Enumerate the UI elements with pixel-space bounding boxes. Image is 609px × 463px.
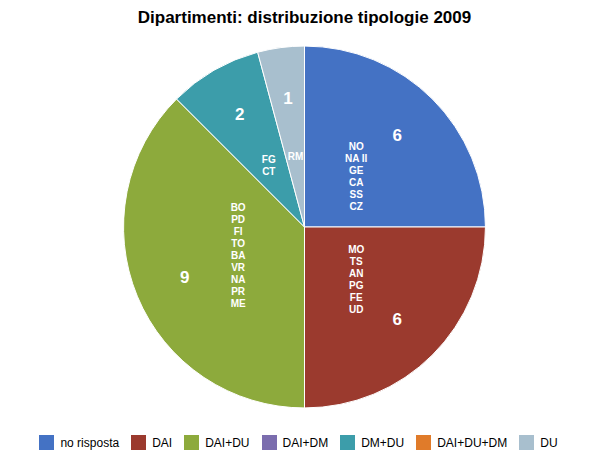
svg-text:BOPDFITOBAVRNAPRME: BOPDFITOBAVRNAPRME: [231, 202, 246, 309]
html-text:DAI+DU: DAI+DU: [205, 435, 250, 450]
html-text:DAI: DAI: [152, 435, 173, 450]
html-text:no risposta: no risposta: [60, 435, 120, 450]
svg-text:9: 9: [180, 268, 189, 287]
svg-text:FGCT: FGCT: [262, 154, 276, 177]
html-text:Dipartimenti: distribuzione ti: Dipartimenti: distribuzione tipologie 20…: [137, 8, 472, 27]
html-text:DM+DU: DM+DU: [361, 435, 405, 450]
svg-text:RM: RM: [288, 151, 304, 162]
html-text:DAI+DU+DM: DAI+DU+DM: [437, 435, 508, 450]
svg-text:MOTSANPGFEUD: MOTSANPGFEUD: [348, 244, 364, 315]
svg-text:6: 6: [392, 310, 401, 329]
svg-text:1: 1: [283, 89, 292, 108]
svg-text:NONA IIGECASSCZ: NONA IIGECASSCZ: [345, 141, 368, 212]
svg-text:2: 2: [235, 105, 244, 124]
svg-text:6: 6: [392, 126, 401, 145]
html-text:DU: DU: [540, 435, 558, 450]
html-text:DAI+DM: DAI+DM: [282, 435, 329, 450]
